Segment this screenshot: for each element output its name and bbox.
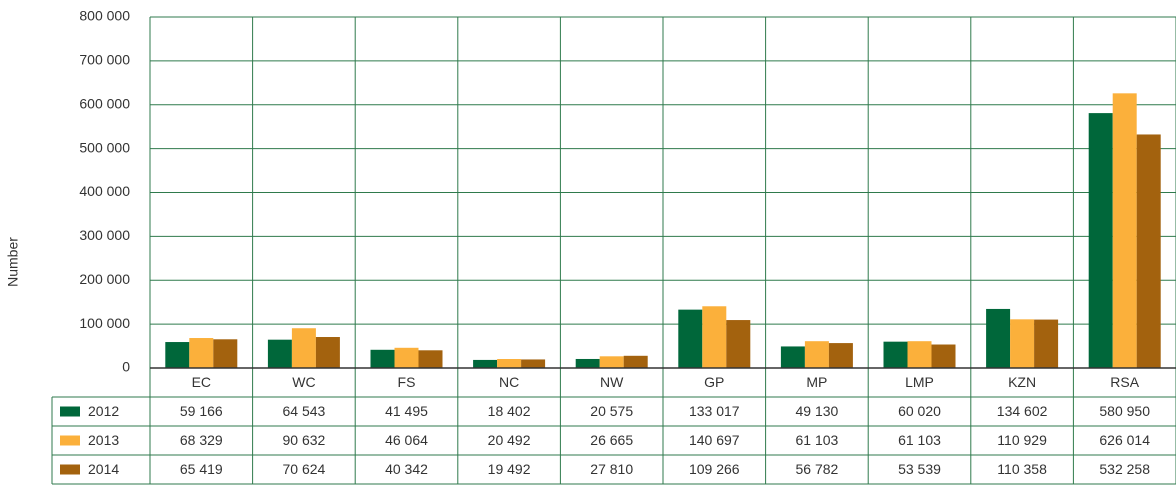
bar bbox=[473, 359, 498, 368]
legend-label: 2013 bbox=[88, 432, 119, 448]
bar bbox=[213, 339, 238, 368]
table-value: 41 495 bbox=[385, 403, 428, 419]
x-tick-label: NC bbox=[499, 374, 519, 390]
legend-label: 2012 bbox=[88, 403, 119, 419]
bar bbox=[599, 356, 624, 368]
table-value: 90 632 bbox=[282, 432, 325, 448]
table-value: 64 543 bbox=[282, 403, 325, 419]
bar bbox=[828, 343, 853, 368]
legend-swatch bbox=[60, 406, 80, 417]
bar bbox=[1010, 319, 1035, 368]
bar bbox=[780, 346, 805, 368]
bar bbox=[291, 328, 316, 368]
y-tick-label: 600 000 bbox=[79, 95, 130, 111]
table-value: 133 017 bbox=[689, 403, 740, 419]
table-value: 70 624 bbox=[282, 461, 325, 477]
y-tick-label: 800 000 bbox=[79, 8, 130, 24]
x-tick-label: WC bbox=[292, 374, 315, 390]
table-value: 27 810 bbox=[590, 461, 633, 477]
table-value: 18 402 bbox=[488, 403, 531, 419]
bar bbox=[702, 306, 727, 368]
bar bbox=[1112, 93, 1137, 368]
legend-label: 2014 bbox=[88, 461, 119, 477]
bar bbox=[370, 349, 395, 368]
bar bbox=[623, 355, 648, 368]
table-value: 626 014 bbox=[1099, 432, 1150, 448]
table-value: 26 665 bbox=[590, 432, 633, 448]
table-value: 20 492 bbox=[488, 432, 531, 448]
x-tick-label: FS bbox=[398, 374, 416, 390]
table-value: 61 103 bbox=[795, 432, 838, 448]
table-value: 20 575 bbox=[590, 403, 633, 419]
x-tick-label: KZN bbox=[1008, 374, 1036, 390]
y-tick-label: 400 000 bbox=[79, 183, 130, 199]
table-value: 19 492 bbox=[488, 461, 531, 477]
x-tick-label: RSA bbox=[1110, 374, 1139, 390]
table-value: 110 929 bbox=[997, 432, 1047, 448]
table-value: 110 358 bbox=[997, 461, 1047, 477]
y-tick-label: 0 bbox=[122, 359, 130, 375]
bar bbox=[1136, 134, 1161, 368]
y-axis-label: Number bbox=[5, 237, 21, 287]
table-value: 46 064 bbox=[385, 432, 428, 448]
legend-swatch bbox=[60, 435, 80, 446]
bar bbox=[165, 342, 190, 368]
table-value: 53 539 bbox=[898, 461, 941, 477]
table-value: 56 782 bbox=[795, 461, 838, 477]
table-value: 68 329 bbox=[180, 432, 223, 448]
y-tick-label: 100 000 bbox=[79, 315, 130, 331]
bar bbox=[804, 341, 829, 368]
x-tick-label: GP bbox=[704, 374, 724, 390]
table-value: 60 020 bbox=[898, 403, 941, 419]
table-value: 40 342 bbox=[385, 461, 428, 477]
bar bbox=[678, 309, 703, 368]
bar bbox=[267, 339, 292, 368]
table-value: 580 950 bbox=[1099, 403, 1150, 419]
bar bbox=[575, 358, 600, 368]
table-value: 61 103 bbox=[898, 432, 941, 448]
bar bbox=[189, 338, 214, 368]
legend-swatch bbox=[60, 464, 80, 475]
bar bbox=[497, 359, 522, 368]
bar bbox=[1034, 319, 1059, 368]
table-value: 532 258 bbox=[1099, 461, 1150, 477]
x-tick-label: MP bbox=[806, 374, 827, 390]
x-tick-label: NW bbox=[600, 374, 624, 390]
bar bbox=[986, 308, 1011, 368]
bar bbox=[931, 344, 956, 368]
y-tick-label: 300 000 bbox=[79, 227, 130, 243]
table-value: 65 419 bbox=[180, 461, 223, 477]
bar bbox=[726, 320, 751, 368]
bar bbox=[521, 359, 546, 368]
bar bbox=[418, 350, 443, 368]
bar bbox=[315, 337, 340, 368]
bar bbox=[907, 341, 932, 368]
table-value: 59 166 bbox=[180, 403, 223, 419]
y-tick-label: 500 000 bbox=[79, 139, 130, 155]
y-tick-label: 700 000 bbox=[79, 52, 130, 68]
x-tick-label: LMP bbox=[905, 374, 934, 390]
y-tick-label: 200 000 bbox=[79, 271, 130, 287]
x-tick-label: EC bbox=[192, 374, 211, 390]
table-value: 49 130 bbox=[795, 403, 838, 419]
bar bbox=[394, 347, 419, 368]
table-value: 109 266 bbox=[689, 461, 740, 477]
table-value: 134 602 bbox=[997, 403, 1048, 419]
bar bbox=[883, 341, 908, 368]
table-value: 140 697 bbox=[689, 432, 740, 448]
bar bbox=[1088, 113, 1113, 368]
